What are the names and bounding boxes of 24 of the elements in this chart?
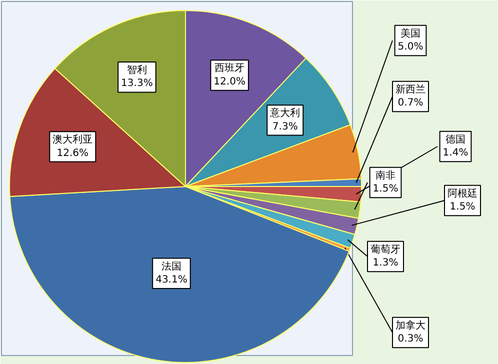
slice-label: 意大利 <box>269 107 300 120</box>
slice-label: 智利 <box>126 64 147 76</box>
data-label: 7.3% <box>272 121 298 132</box>
slice-label: 美国 <box>400 27 420 40</box>
data-label: 5.0% <box>398 42 424 53</box>
slice-label: 德国 <box>446 134 466 146</box>
data-label: 1.5% <box>372 184 398 195</box>
data-label: 1.3% <box>372 258 398 269</box>
data-label: 12.0% <box>214 76 246 88</box>
data-label: 12.6% <box>56 148 89 159</box>
data-label: 1.5% <box>450 202 476 213</box>
slice-label: 西班牙 <box>214 62 245 74</box>
slice-label: 葡萄牙 <box>370 243 400 256</box>
slice-label: 阿根廷 <box>448 187 478 200</box>
data-label: 13.3% <box>121 78 153 90</box>
slice-label: 澳大利亚 <box>52 134 93 146</box>
data-label: 0.3% <box>398 334 424 345</box>
slice-label: 新西兰 <box>396 83 426 96</box>
slice-label: 加拿大 <box>396 319 426 332</box>
data-label: 0.7% <box>398 98 424 109</box>
data-label: 1.4% <box>442 148 468 159</box>
slice-label: 南非 <box>376 169 396 182</box>
data-label: 43.1% <box>156 274 188 286</box>
slice-label: 法国 <box>161 260 182 272</box>
